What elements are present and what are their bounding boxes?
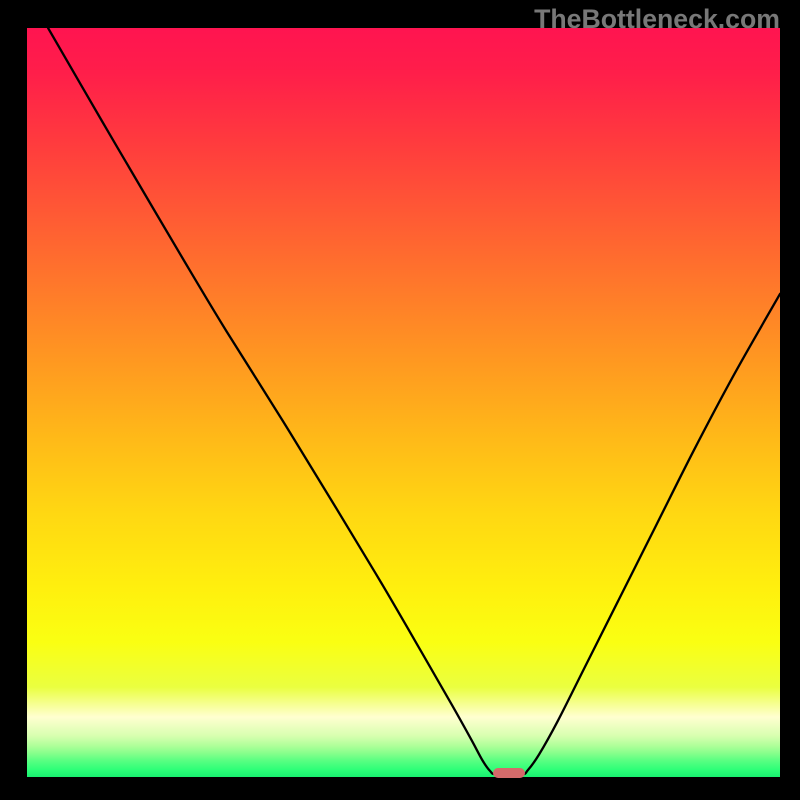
plot-area: [27, 28, 780, 777]
curve-layer: [27, 28, 780, 777]
bottleneck-curve: [48, 28, 780, 775]
chart-container: TheBottleneck.com: [0, 0, 800, 800]
optimum-marker: [493, 768, 525, 778]
watermark-text: TheBottleneck.com: [534, 4, 780, 35]
